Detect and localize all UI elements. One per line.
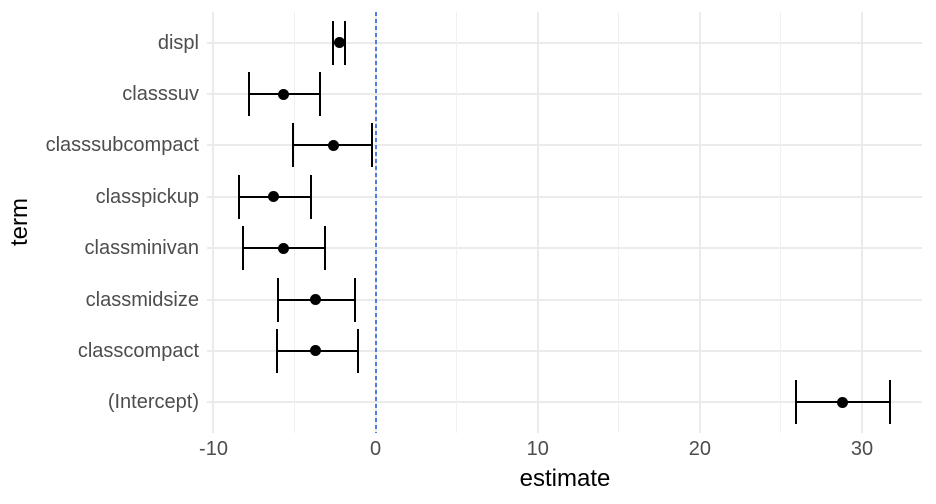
estimate-point xyxy=(277,88,289,100)
gridline-y-major xyxy=(207,41,922,44)
y-tick-label: classmidsize xyxy=(85,288,199,311)
ci-cap-low xyxy=(241,226,244,271)
gridline-y-major xyxy=(207,401,922,404)
gridline-x-major xyxy=(212,12,215,433)
y-tick-label: (Intercept) xyxy=(107,391,199,414)
ci-cap-high xyxy=(309,174,312,219)
estimate-point xyxy=(310,345,322,357)
gridline-y-major xyxy=(207,349,922,352)
y-tick-label: classminivan xyxy=(84,237,199,260)
ci-cap-high xyxy=(353,277,356,322)
plot-panel xyxy=(207,12,922,433)
y-axis-title: term xyxy=(6,198,33,246)
y-tick-label: classsuv xyxy=(122,83,199,106)
gridline-y-major xyxy=(207,93,922,96)
estimate-point xyxy=(837,396,849,408)
ci-cap-low xyxy=(291,123,294,168)
ci-cap-low xyxy=(277,277,280,322)
zero-reference-line xyxy=(374,12,377,433)
ci-cap-low xyxy=(275,328,278,373)
gridline-y-major xyxy=(207,247,922,250)
gridline-y-major xyxy=(207,195,922,198)
ci-cap-high xyxy=(888,380,891,425)
y-tick-label: displ xyxy=(157,31,199,54)
gridline-x-minor xyxy=(618,12,620,433)
x-tick-label: 20 xyxy=(688,438,711,460)
ci-cap-high xyxy=(356,328,359,373)
gridline-x-major xyxy=(698,12,701,433)
estimate-point xyxy=(310,294,322,305)
ci-cap-high xyxy=(319,72,322,117)
estimate-point xyxy=(327,139,339,151)
x-axis-title: estimate xyxy=(519,465,611,492)
ci-cap-high xyxy=(371,123,374,168)
gridline-x-minor xyxy=(294,12,296,433)
ci-cap-low xyxy=(794,380,797,425)
x-tick-label: 0 xyxy=(370,438,382,460)
gridline-x-major xyxy=(536,12,539,433)
estimate-point xyxy=(334,37,346,49)
x-tick-label: 10 xyxy=(526,438,549,460)
estimate-point xyxy=(277,242,289,254)
gridline-x-minor xyxy=(780,12,782,433)
ci-cap-low xyxy=(238,174,241,219)
ci-cap-low xyxy=(248,72,251,117)
y-tick-label: classcompact xyxy=(77,339,199,362)
y-tick-label: classpickup xyxy=(95,185,199,208)
gridline-x-major xyxy=(861,12,863,433)
gridline-x-minor xyxy=(456,12,458,433)
x-tick-label: -10 xyxy=(199,438,228,460)
estimate-point xyxy=(267,191,279,203)
y-tick-label: classsubcompact xyxy=(45,134,199,157)
gridline-y-major xyxy=(207,144,922,147)
x-tick-label: 30 xyxy=(850,438,874,460)
gridline-y-major xyxy=(207,298,922,301)
ci-cap-low xyxy=(332,20,335,65)
ci-cap-high xyxy=(324,226,327,271)
